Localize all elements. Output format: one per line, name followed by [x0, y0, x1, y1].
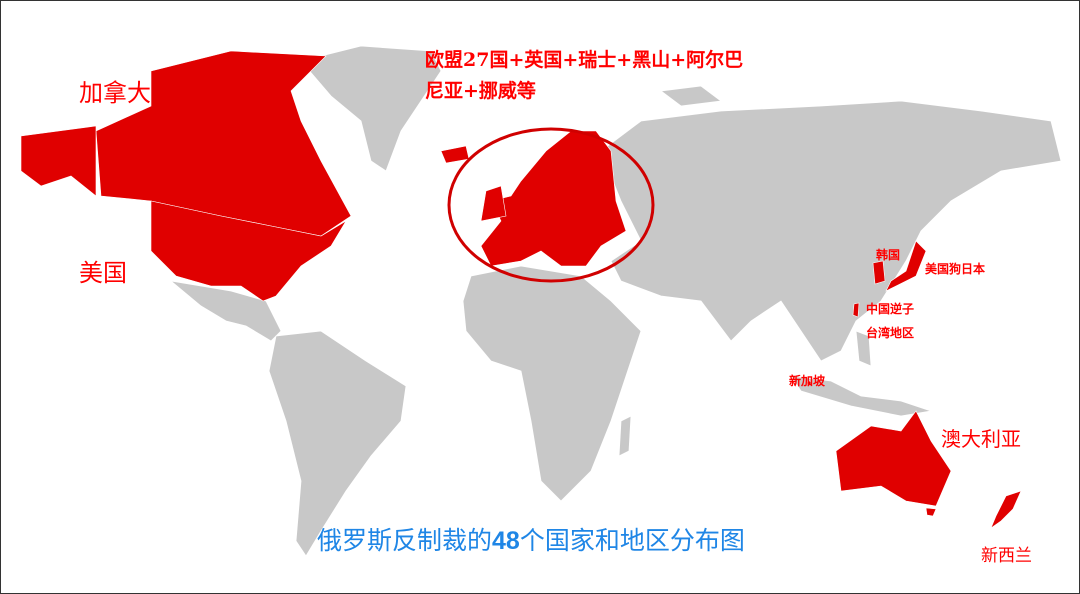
indonesia: [790, 375, 932, 417]
usa: [150, 200, 347, 302]
title-prefix: 俄罗斯反制裁的: [317, 526, 493, 555]
philippines: [855, 330, 872, 367]
australia: [835, 410, 952, 507]
greenland: [300, 45, 442, 172]
asia: [600, 100, 1062, 362]
label-japan: 美国狗日本: [925, 262, 986, 276]
europe-highlight-circle: [447, 127, 655, 283]
label-taiwan-line1: 中国逆子: [866, 302, 915, 316]
korea: [872, 260, 886, 285]
map-title: 俄罗斯反制裁的48个国家和地区分布图: [317, 521, 745, 557]
japan: [885, 240, 927, 292]
singapore: [806, 380, 812, 386]
label-europe-line2: 尼亚+挪威等: [425, 80, 536, 102]
new-zealand: [990, 490, 1022, 529]
label-taiwan-line2: 台湾地区: [866, 326, 915, 340]
label-new-zealand: 新西兰: [981, 546, 1032, 566]
taiwan: [852, 302, 860, 318]
title-count: 48: [492, 527, 520, 555]
label-europe-line1: 欧盟27国+英国+瑞士+黑山+阿尔巴: [425, 49, 744, 71]
iceland: [440, 145, 470, 164]
label-korea: 韩国: [876, 248, 901, 262]
madagascar: [618, 415, 632, 457]
europe: [480, 130, 627, 267]
africa: [462, 265, 642, 502]
south-america: [268, 330, 407, 557]
russia-north-islands: [659, 85, 723, 107]
label-canada: 加拿大: [79, 79, 151, 107]
tasmania: [925, 507, 937, 517]
label-usa: 美国: [79, 259, 127, 287]
title-suffix: 个国家和地区分布图: [519, 526, 745, 555]
alaska: [20, 125, 97, 197]
uk: [480, 185, 507, 222]
mexico-central-america: [169, 280, 282, 342]
label-singapore: 新加坡: [789, 374, 826, 388]
label-australia: 澳大利亚: [941, 427, 1021, 451]
